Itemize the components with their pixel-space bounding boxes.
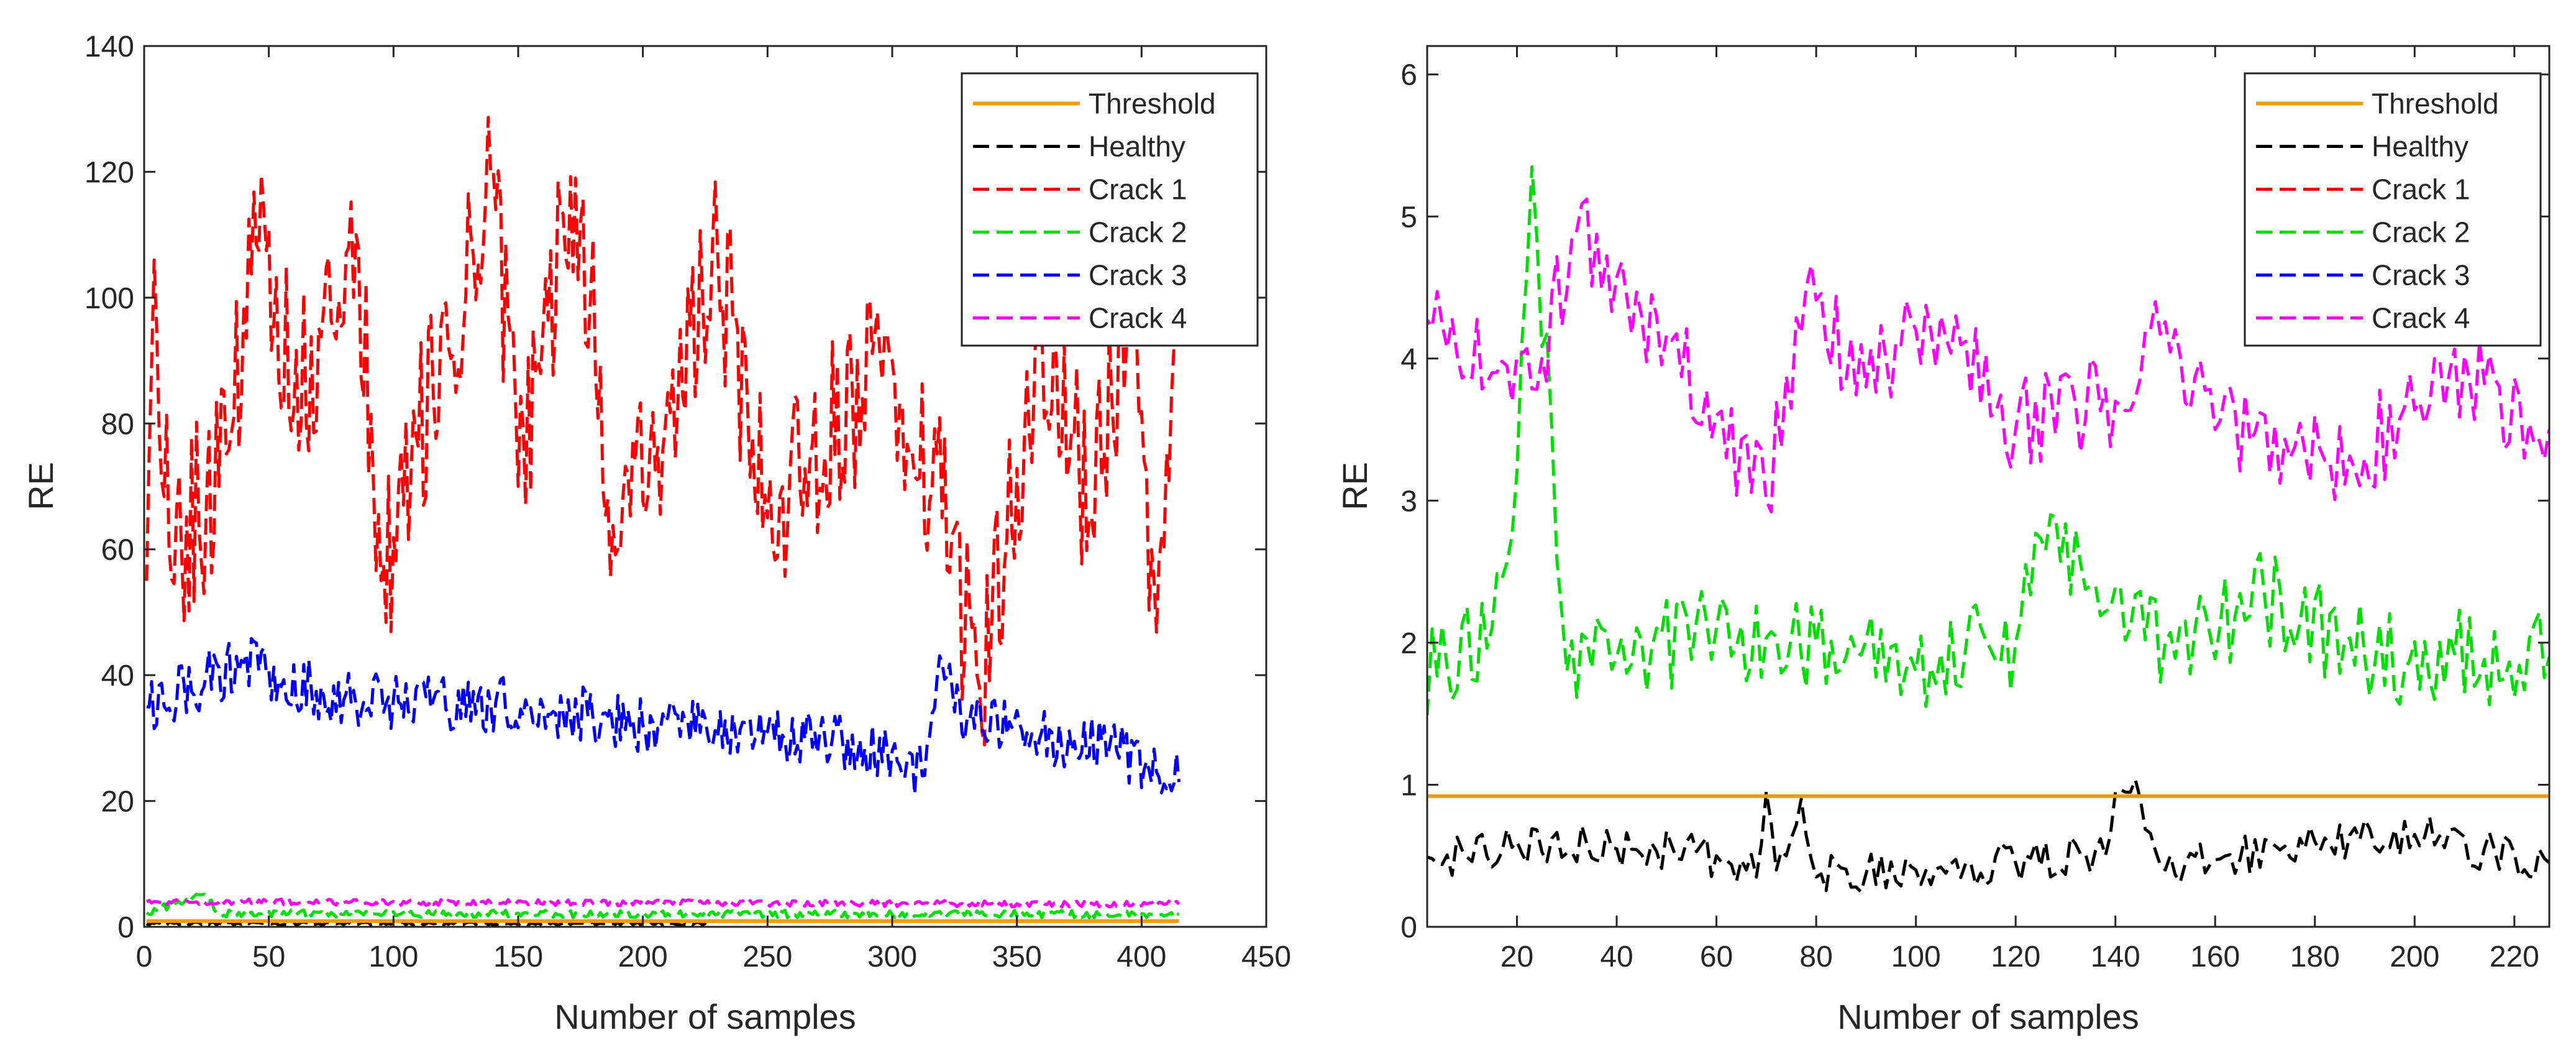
- x-tick-label: 40: [1600, 940, 1633, 973]
- x-tick-label: 140: [2091, 940, 2140, 973]
- y-tick-label: 3: [1400, 485, 1417, 518]
- x-tick-label: 200: [2390, 940, 2439, 973]
- x-tick-label: 160: [2190, 940, 2240, 973]
- x-tick-label: 120: [1991, 940, 2040, 973]
- y-tick-label: 120: [84, 156, 134, 189]
- x-tick-label: 60: [1700, 940, 1733, 973]
- x-tick-label: 150: [493, 940, 543, 973]
- y-tick-label: 80: [101, 408, 134, 441]
- right-series-layer: [1427, 165, 2549, 894]
- x-tick-label: 350: [992, 940, 1042, 973]
- legend-label: Healthy: [1089, 131, 1185, 163]
- y-tick-label: 4: [1400, 343, 1417, 376]
- right-axes-box: [1426, 45, 2551, 928]
- series-line-healthy: [1427, 778, 2549, 894]
- y-tick-label: 5: [1400, 201, 1417, 234]
- series-line-crack-2: [145, 892, 1179, 920]
- x-tick-label: 300: [867, 940, 917, 973]
- left-y-axis-label: RE: [21, 462, 60, 510]
- y-tick-label: 140: [84, 30, 134, 63]
- x-tick-label: 50: [252, 940, 285, 973]
- series-line-crack-1: [145, 116, 1181, 747]
- series-line-crack-4: [145, 897, 1181, 909]
- legend-label: Healthy: [2372, 131, 2469, 163]
- right-legend: Threshold Healthy Crack 1 Crack 2 Crack 3 Cra…: [2244, 72, 2542, 347]
- legend-label: Crack 2: [1089, 216, 1187, 249]
- y-tick-label: 20: [101, 786, 134, 819]
- x-tick-label: 100: [1891, 940, 1941, 973]
- x-tick-label: 400: [1117, 940, 1166, 973]
- x-tick-label: 0: [136, 940, 153, 973]
- legend-label: Crack 1: [2372, 173, 2470, 206]
- left-series-layer: [145, 116, 1181, 927]
- right-y-axis-label: RE: [1335, 462, 1374, 510]
- legend-box: [2244, 72, 2542, 347]
- legend-label: Crack 3: [2372, 259, 2470, 292]
- legend-label: Crack 4: [2372, 302, 2470, 334]
- y-tick-label: 100: [84, 282, 134, 315]
- x-tick-label: 80: [1799, 940, 1832, 973]
- series-line-crack-3: [146, 637, 1181, 796]
- y-tick-label: 60: [101, 534, 134, 567]
- series-line-crack-2: [1427, 165, 2549, 719]
- y-tick-label: 2: [1400, 627, 1417, 660]
- y-tick-label: 40: [101, 660, 134, 692]
- left-ticks-layer: 0 50 100 150 200 250 300 350 400 450 0 20 40 60 80 100 1…: [84, 30, 1291, 973]
- x-tick-label: 100: [368, 940, 418, 973]
- right-x-axis-label: Number of samples: [1837, 997, 2139, 1036]
- left-legend: Threshold Healthy Crack 1 Crack 2 Crack 3 Cra…: [961, 72, 1259, 347]
- y-tick-label: 1: [1400, 769, 1417, 802]
- legend-label: Crack 2: [2372, 216, 2470, 249]
- legend-box: [961, 72, 1259, 347]
- legend-label: Crack 3: [1089, 259, 1187, 292]
- right-chart: 20 40 60 80 100 120 140 160 180 200 220 0 1 2 3 4 5 6 Num…: [1335, 45, 2551, 1036]
- x-tick-label: 220: [2490, 940, 2539, 973]
- legend-label: Threshold: [2372, 88, 2499, 120]
- left-x-axis-label: Number of samples: [554, 997, 856, 1036]
- right-ticks-layer: 20 40 60 80 100 120 140 160 180 200 220 0 1 2 3 4 5 6: [1400, 46, 2549, 973]
- x-tick-label: 200: [618, 940, 668, 973]
- left-axes-box: [143, 45, 1267, 928]
- legend-label: Threshold: [1089, 88, 1216, 120]
- x-tick-label: 180: [2290, 940, 2340, 973]
- y-tick-label: 0: [1400, 911, 1417, 944]
- y-tick-label: 6: [1400, 59, 1417, 92]
- left-chart: 0 50 100 150 200 250 300 350 400 450 0 20 40 60 80 100 1…: [21, 30, 1291, 1036]
- x-tick-label: 250: [742, 940, 792, 973]
- legend-label: Crack 4: [1089, 302, 1187, 334]
- y-tick-label: 0: [117, 911, 134, 944]
- legend-label: Crack 1: [1089, 173, 1187, 206]
- x-tick-label: 450: [1241, 940, 1291, 973]
- x-tick-label: 20: [1500, 940, 1533, 973]
